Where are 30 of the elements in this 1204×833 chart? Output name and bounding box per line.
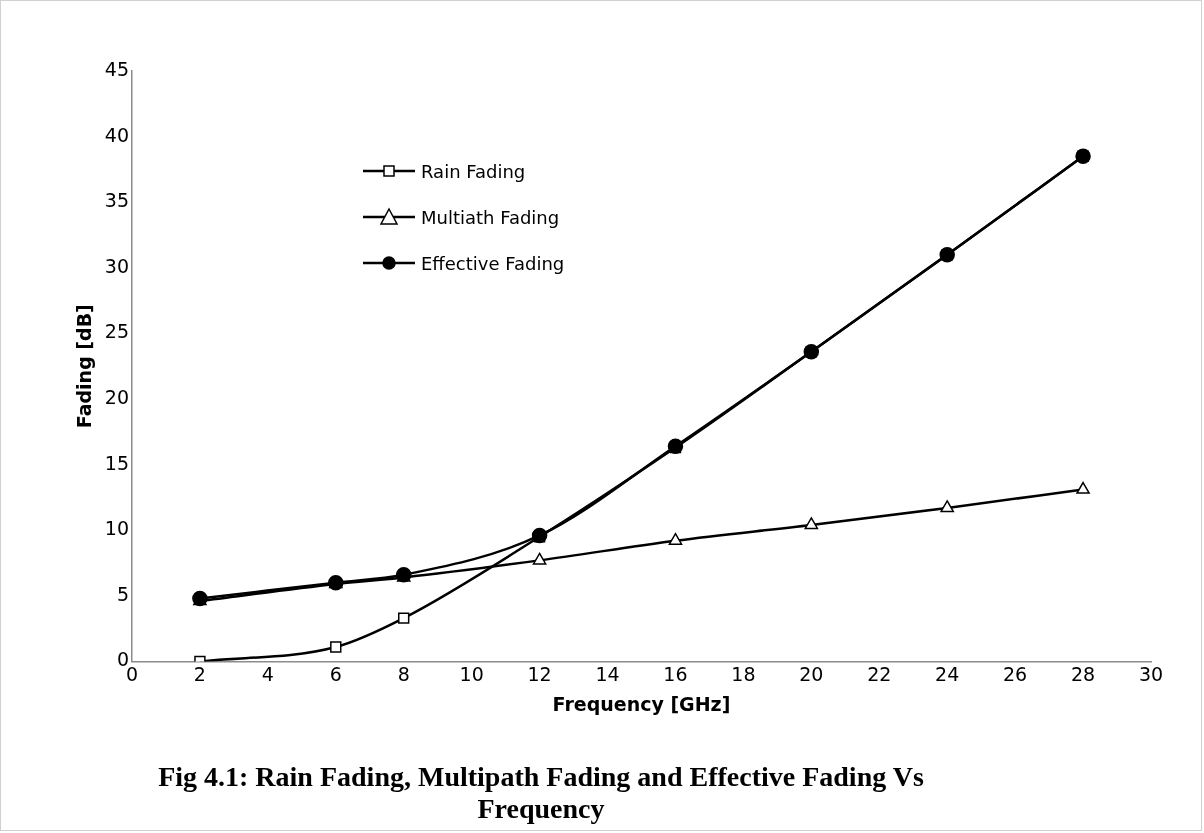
x-tick-label: 2 — [193, 662, 206, 685]
x-tick-label: 4 — [261, 662, 274, 685]
x-tick-label: 14 — [595, 662, 620, 685]
y-tick-label: 25 — [104, 320, 129, 343]
y-tick-label: 35 — [104, 189, 129, 212]
legend-label: Rain Fading — [421, 160, 526, 182]
x-tick-label: 10 — [459, 662, 484, 685]
x-tick-label: 30 — [1138, 662, 1164, 685]
x-tick-label: 22 — [867, 662, 892, 685]
legend-label: Multiath Fading — [421, 206, 560, 228]
text: Fig 4.1: Rain Fading, Multipath Fading and Effective Fading Vs Frequency — [157, 761, 925, 825]
x-tick-label: 24 — [935, 662, 960, 685]
x-tick-label: 16 — [663, 662, 688, 685]
x-axis-title: Frequency [GHz] — [552, 692, 731, 715]
y-tick-label: 5 — [116, 582, 129, 605]
legend-label: Effective Fading — [421, 252, 565, 274]
x-tick-label: 26 — [1003, 662, 1028, 685]
x-tick-label: 8 — [397, 662, 410, 685]
x-tick-label: 12 — [527, 662, 552, 685]
y-tick-label: 45 — [104, 57, 129, 80]
x-tick-label: 28 — [1070, 662, 1096, 685]
x-tick-label: 6 — [329, 662, 342, 685]
x-tick-label: 20 — [799, 662, 824, 685]
y-tick-label: 15 — [104, 451, 129, 474]
y-tick-label: 10 — [104, 517, 129, 540]
y-axis-title: Fading [dB] — [73, 304, 96, 429]
y-tick-label: 20 — [104, 385, 129, 408]
y-tick-label: 30 — [104, 254, 129, 277]
x-tick-label: 18 — [731, 662, 756, 685]
y-tick-label: 40 — [104, 123, 129, 146]
